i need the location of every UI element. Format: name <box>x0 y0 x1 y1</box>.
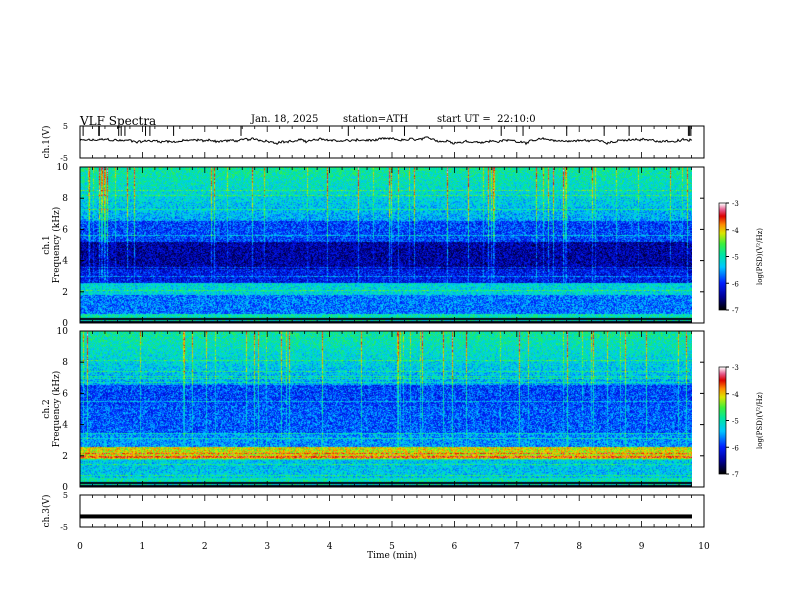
ch2-colorbar <box>719 367 726 474</box>
spectrogram-tick-label: 0 <box>62 319 68 329</box>
colorbar-tick-label: -4 <box>732 227 739 235</box>
ch1-spectrogram-heatmap <box>80 167 692 323</box>
x-tick-label: 3 <box>264 542 270 552</box>
colorbar-frame <box>718 366 727 475</box>
spectrogram-tick-label: 2 <box>62 452 68 462</box>
colorbar-frame <box>718 202 727 311</box>
x-tick-label: 9 <box>639 542 645 552</box>
station-label: station=ATH <box>343 114 409 125</box>
panel-frame <box>79 166 705 324</box>
spectrogram-tick-label: 4 <box>62 257 68 267</box>
waveform-tick-label: 5 <box>63 122 68 131</box>
spectrogram-tick-label: 0 <box>62 483 68 493</box>
x-tick-label: 8 <box>576 542 582 552</box>
waveform-tick-label: 5 <box>63 491 68 500</box>
spectrogram-tick-label: 10 <box>57 327 69 337</box>
spectrogram-tick-label: 8 <box>62 194 68 204</box>
colorbar-tick-label: -3 <box>732 200 739 208</box>
spectrogram-tick-label: 4 <box>62 421 68 431</box>
x-tick-label: 10 <box>698 542 710 552</box>
colorbar-tick-label: -5 <box>732 254 739 262</box>
colorbar-label: log(PSD)(V²/Hz) <box>756 228 764 285</box>
waveform-ylabel: ch.3(V) <box>41 495 52 528</box>
colorbar-tick-label: -6 <box>732 444 739 452</box>
spectrogram-ylabel-frequency: Frequency (kHz) <box>51 371 62 448</box>
x-tick-label: 2 <box>202 542 208 552</box>
ch1-waveform-line <box>79 136 693 146</box>
x-tick-label: 5 <box>389 542 395 552</box>
colorbar-tick-label: -4 <box>732 391 739 399</box>
spectrogram-ylabel-channel: ch.2 <box>42 399 52 418</box>
x-tick-label: 4 <box>327 542 333 552</box>
ch1-colorbar <box>719 203 726 310</box>
date-label: Jan. 18, 2025 <box>251 114 319 125</box>
colorbar-tick-label: -6 <box>732 280 739 288</box>
colorbar-tick-label: -7 <box>732 307 739 315</box>
waveform-tick-label: -5 <box>60 154 68 163</box>
spectrogram-tick-label: 6 <box>62 389 68 399</box>
x-axis-label: Time (min) <box>367 550 417 561</box>
start-time-label: start UT = 22:10:0 <box>437 114 536 125</box>
spectrogram-tick-label: 6 <box>62 225 68 235</box>
spectrogram-tick-label: 10 <box>57 163 69 173</box>
spectrogram-tick-label: 2 <box>62 288 68 298</box>
x-tick-label: 0 <box>77 542 83 552</box>
x-tick-label: 1 <box>140 542 146 552</box>
x-tick-label: 6 <box>452 542 458 552</box>
panel-frame <box>79 330 705 488</box>
colorbar-tick-label: -7 <box>732 471 739 479</box>
colorbar-tick-label: -5 <box>732 418 739 426</box>
x-tick-label: 7 <box>514 542 520 552</box>
spectrogram-ylabel-channel: ch.1 <box>42 235 52 254</box>
waveform-ylabel: ch.1(V) <box>41 126 52 159</box>
figure-title: VLF Spectra <box>80 114 157 128</box>
waveform-tick-label: -5 <box>60 523 68 532</box>
colorbar-tick-label: -3 <box>732 364 739 372</box>
ch3-waveform-line <box>80 514 692 519</box>
colorbar-label: log(PSD)(V²/Hz) <box>756 392 764 449</box>
ch2-spectrogram-heatmap <box>80 331 692 487</box>
spectrogram-ylabel-frequency: Frequency (kHz) <box>51 207 62 284</box>
spectrogram-tick-label: 8 <box>62 358 68 368</box>
